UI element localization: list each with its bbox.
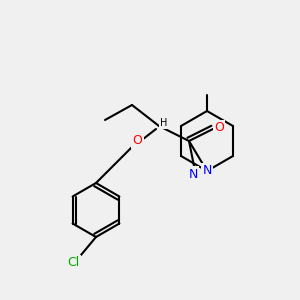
Text: Cl: Cl	[68, 256, 80, 269]
Text: N: N	[202, 164, 212, 178]
Text: H: H	[160, 118, 167, 128]
Text: N: N	[189, 167, 198, 181]
Text: O: O	[214, 121, 224, 134]
Text: O: O	[133, 134, 142, 148]
